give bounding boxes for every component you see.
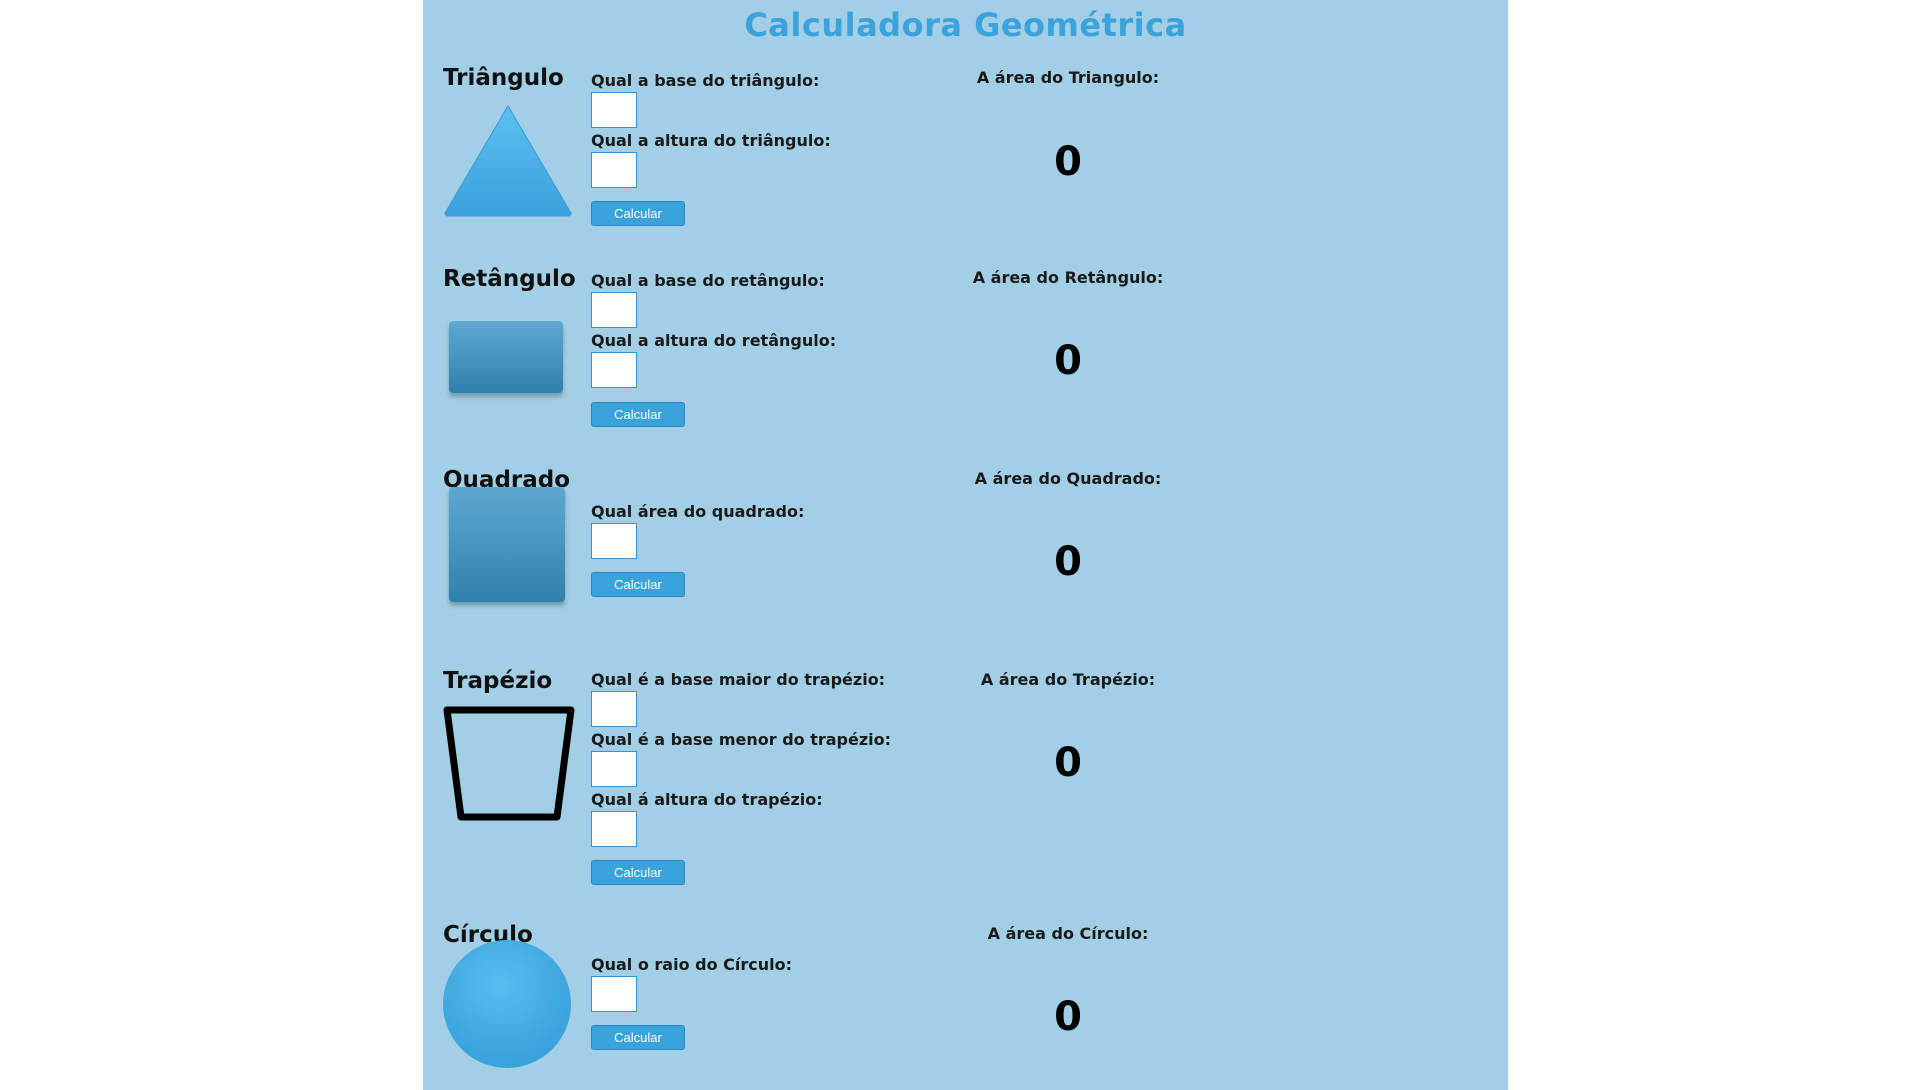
triangle-calculate-button[interactable]: Calcular [591,201,685,226]
calculator-panel: Calculadora Geométrica Triângulo Qual a … [423,0,1508,1090]
rectangle-height-input[interactable] [591,352,637,388]
triangle-section: Triângulo Qual a base do triângulo: Qual… [423,65,1508,255]
triangle-result-value: 0 [1054,139,1082,185]
trapezoid-small-base-input[interactable] [591,751,637,787]
trapezoid-big-base-label: Qual é a base maior do trapézio: [591,670,886,689]
circle-section: Círculo Qual o raio do Círculo: Calcular… [423,922,1508,1090]
circle-radius-label: Qual o raio do Círculo: [591,955,793,974]
trapezoid-height-label: Qual á altura do trapézio: [591,790,823,809]
square-calculate-button[interactable]: Calcular [591,572,685,597]
trapezoid-icon [443,706,575,821]
rectangle-base-label: Qual a base do retângulo: [591,271,825,290]
triangle-result-label: A área do Triangulo: [976,68,1160,87]
rectangle-result-value: 0 [1054,338,1082,384]
circle-calculate-button[interactable]: Calcular [591,1025,685,1050]
square-result-value: 0 [1054,539,1082,585]
square-icon [449,487,565,602]
triangle-icon [444,105,572,217]
circle-icon [443,940,571,1068]
square-area-label: Qual área do quadrado: [591,502,805,521]
rectangle-title: Retângulo [443,266,576,292]
rectangle-result-label: A área do Retângulo: [972,268,1164,287]
trapezoid-result-value: 0 [1054,740,1082,786]
triangle-base-label: Qual a base do triângulo: [591,71,820,90]
triangle-height-label: Qual a altura do triângulo: [591,131,831,150]
trapezoid-result-label: A área do Trapézio: [980,670,1156,689]
trapezoid-calculate-button[interactable]: Calcular [591,860,685,885]
rectangle-calculate-button[interactable]: Calcular [591,402,685,427]
triangle-base-input[interactable] [591,92,637,128]
trapezoid-title: Trapézio [443,668,553,694]
circle-result-label: A área do Círculo: [987,924,1149,943]
square-area-input[interactable] [591,523,637,559]
triangle-title: Triângulo [443,65,564,91]
rectangle-section: Retângulo Qual a base do retângulo: Qual… [423,266,1508,456]
square-section: Quadrado Qual área do quadrado: Calcular… [423,467,1508,657]
page-title: Calculadora Geométrica [744,6,1187,44]
circle-result-value: 0 [1054,994,1082,1040]
rectangle-base-input[interactable] [591,292,637,328]
trapezoid-big-base-input[interactable] [591,691,637,727]
square-result-label: A área do Quadrado: [974,469,1162,488]
circle-radius-input[interactable] [591,976,637,1012]
trapezoid-small-base-label: Qual é a base menor do trapézio: [591,730,892,749]
trapezoid-section: Trapézio Qual é a base maior do trapézio… [423,668,1508,898]
rectangle-icon [449,321,563,393]
rectangle-height-label: Qual a altura do retângulo: [591,331,837,350]
trapezoid-height-input[interactable] [591,811,637,847]
triangle-height-input[interactable] [591,152,637,188]
